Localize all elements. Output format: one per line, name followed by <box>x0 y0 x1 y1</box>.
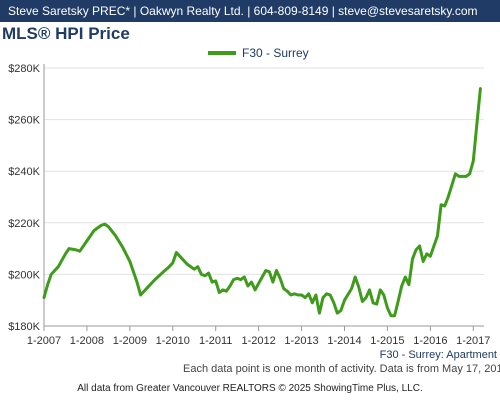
x-tick-label: 1-2011 <box>199 335 232 347</box>
y-tick-label: $200K <box>8 269 40 281</box>
y-tick-label: $220K <box>8 218 40 230</box>
y-tick-label: $240K <box>8 166 40 178</box>
y-tick-label: $280K <box>8 63 40 75</box>
x-tick-label: 1-2010 <box>156 335 190 347</box>
contact-header-bar: Steve Saretsky PREC* | Oakwyn Realty Ltd… <box>0 0 500 22</box>
legend-swatch <box>208 51 236 55</box>
footer-credit: All data from Greater Vancouver REALTORS… <box>77 383 423 394</box>
chart-subtitle: F30 - Surrey: Apartment <box>379 349 497 361</box>
data-note: Each data point is one month of activity… <box>183 363 500 375</box>
series-line-f30-surrey <box>42 87 482 318</box>
x-tick-label: 1-2008 <box>70 335 104 347</box>
x-tick-label: 1-2017 <box>456 335 490 347</box>
y-tick-label: $260K <box>8 115 40 127</box>
x-tick-label: 1-2012 <box>242 335 276 347</box>
contact-line: Steve Saretsky PREC* | Oakwyn Realty Ltd… <box>8 4 478 18</box>
x-tick-label: 1-2016 <box>413 335 447 347</box>
x-tick-label: 1-2013 <box>284 335 318 347</box>
x-tick-label: 1-2015 <box>370 335 404 347</box>
x-tick-label: 1-2009 <box>113 335 147 347</box>
legend-label: F30 - Surrey <box>242 46 309 60</box>
x-tick-label: 1-2014 <box>327 335 361 347</box>
y-tick-label: $180K <box>8 321 40 333</box>
x-tick-label: 1-2007 <box>27 335 61 347</box>
chart-legend: F30 - Surrey <box>208 46 309 60</box>
chart-title: MLS® HPI Price <box>2 24 130 43</box>
